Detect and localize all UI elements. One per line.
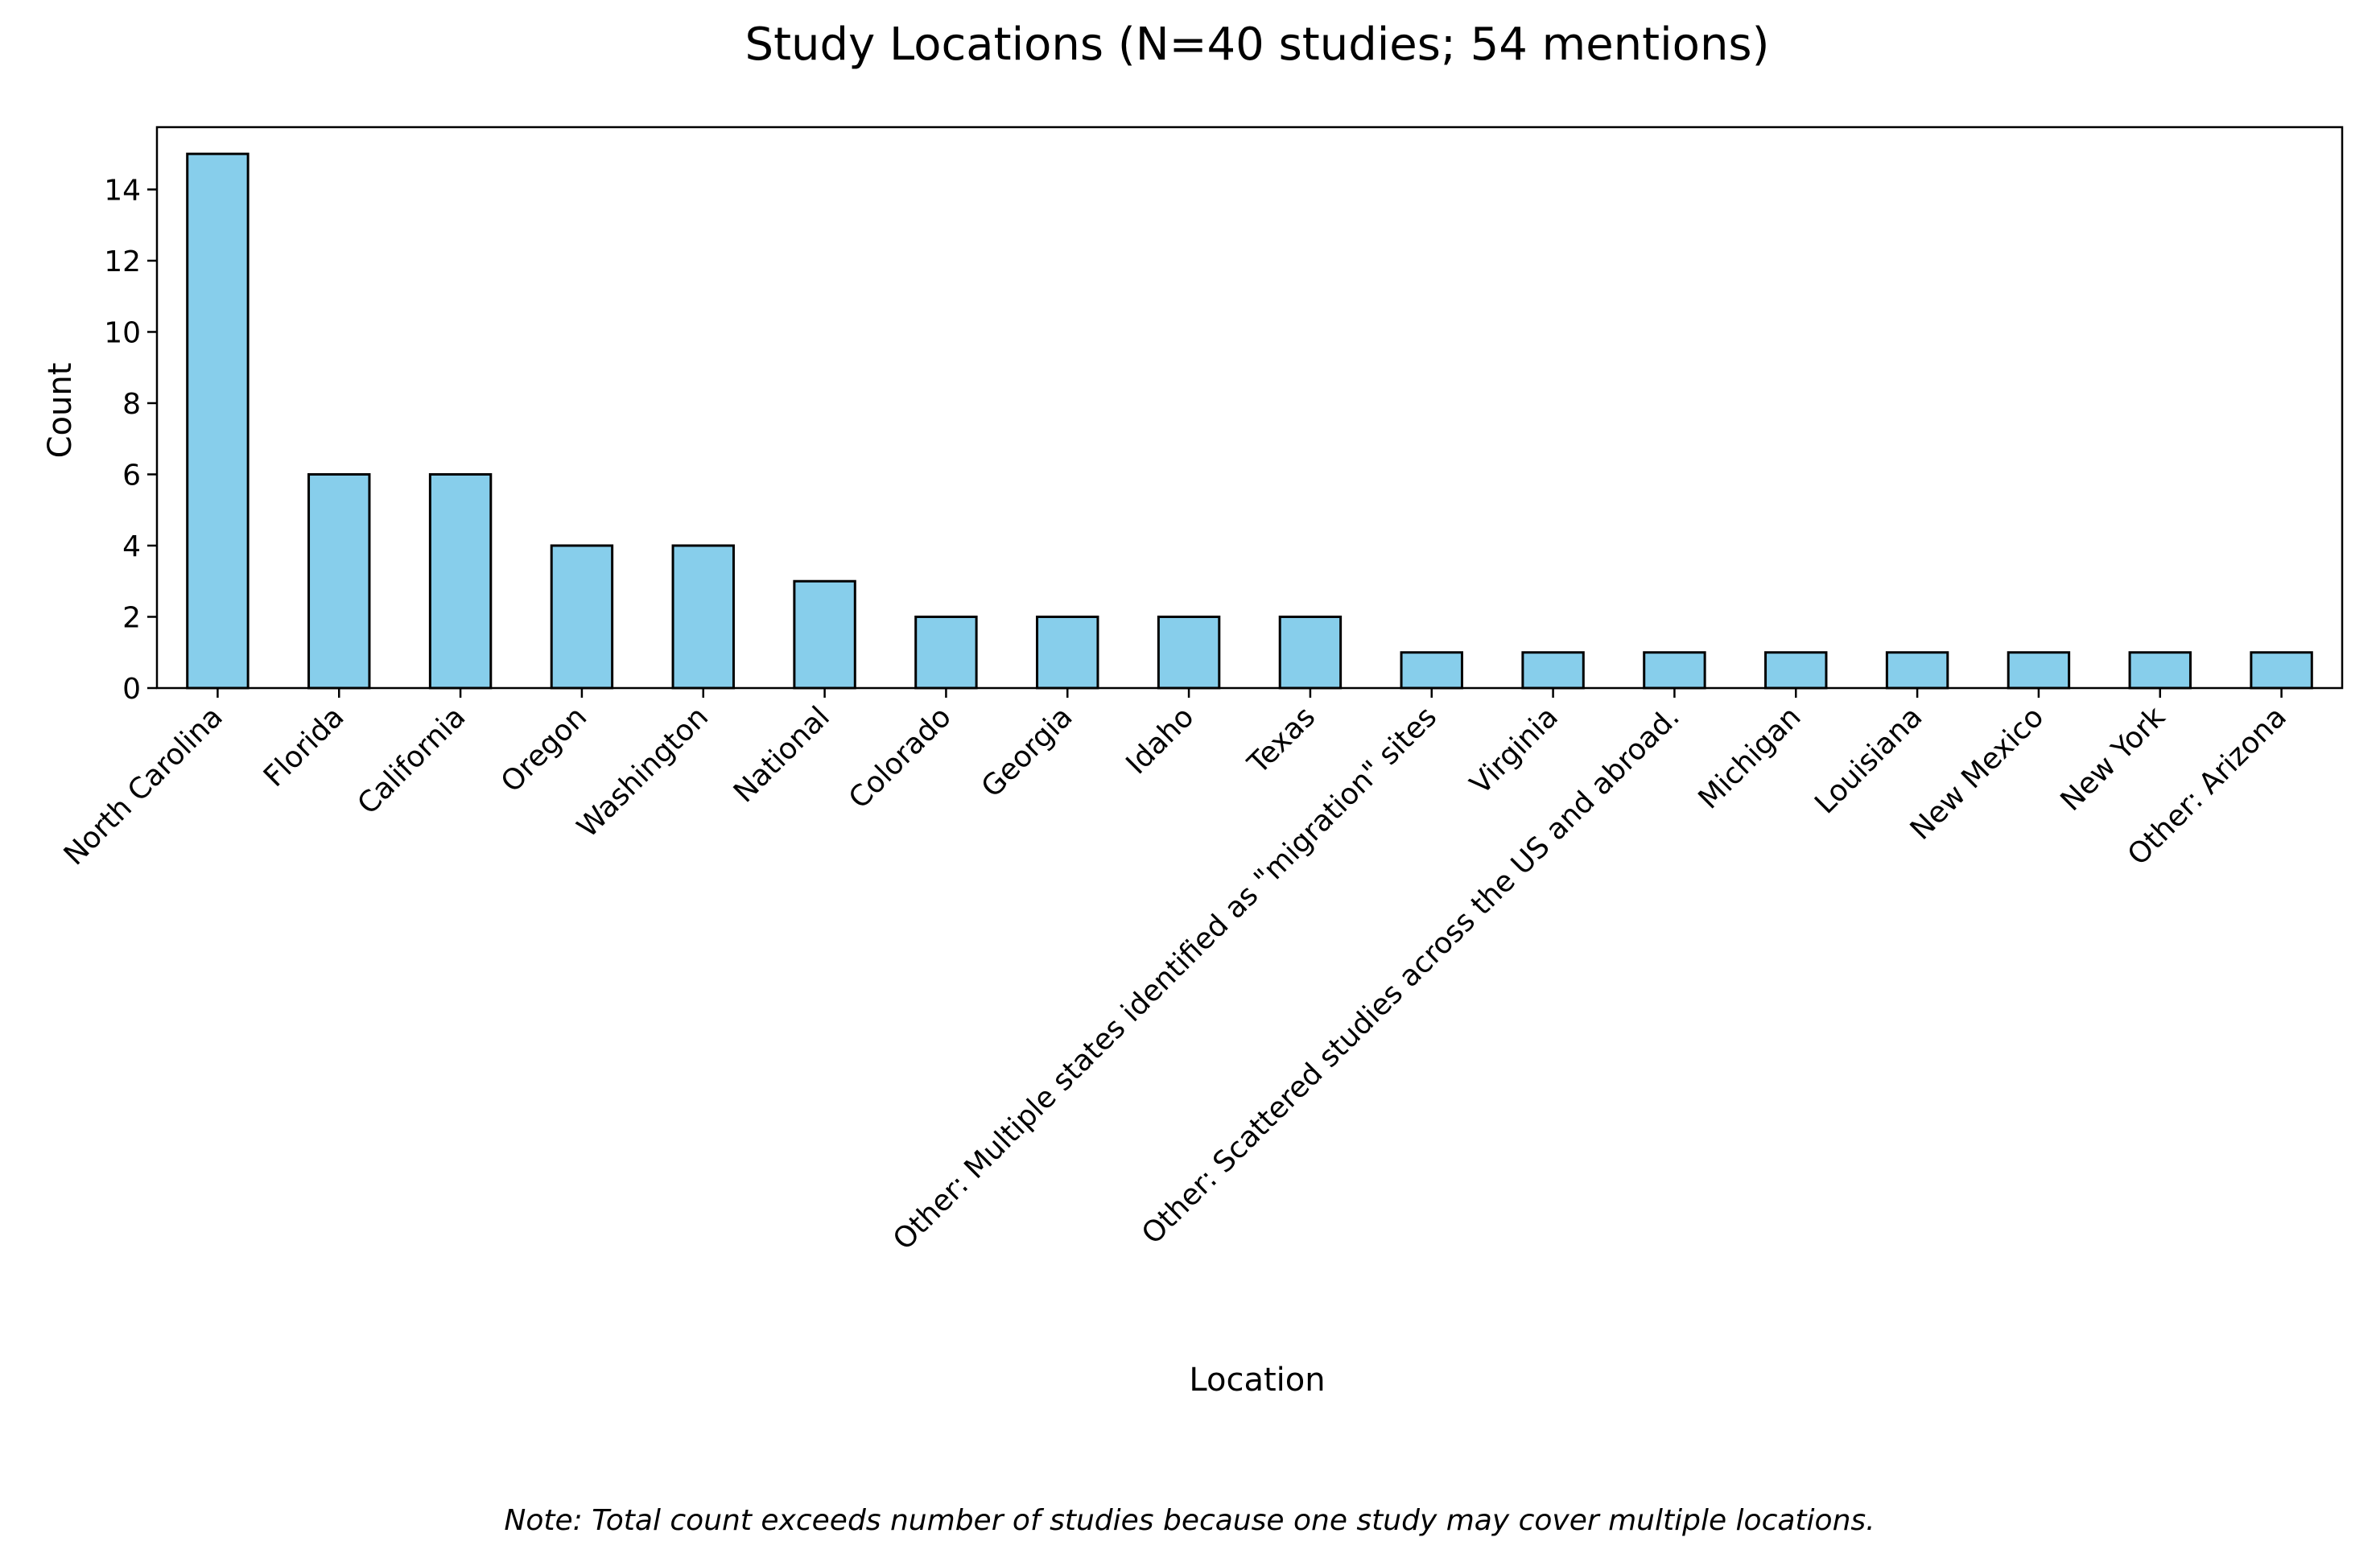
bar-17	[2250, 651, 2313, 690]
bar-14	[1885, 651, 1949, 690]
y-tick-label-1: 2	[122, 601, 141, 634]
bar-16	[2128, 651, 2192, 690]
x-tick-label-16: New York	[2055, 700, 2172, 818]
bar-2	[428, 472, 493, 690]
x-tick-label-2: California	[352, 700, 472, 821]
x-tick-label-14: Louisiana	[1809, 700, 1928, 820]
y-tick-label-2: 4	[122, 530, 141, 563]
bar-9	[1278, 615, 1343, 690]
x-tick-label-8: Idaho	[1120, 700, 1200, 781]
x-tick-label-1: Florida	[258, 700, 351, 793]
x-tick-label-6: Colorado	[843, 700, 958, 815]
bar-1	[307, 472, 371, 690]
bar-7	[1036, 615, 1099, 690]
y-axis-label: Count	[42, 363, 79, 459]
x-tick-label-12: Other: Scattered studies across the US a…	[1136, 700, 1686, 1251]
bar-10	[1400, 651, 1463, 690]
y-tick-label-3: 6	[122, 459, 141, 492]
bar-0	[186, 152, 250, 690]
y-tick-label-0: 0	[122, 673, 141, 706]
plot-frame	[155, 126, 2344, 690]
bar-15	[2007, 651, 2071, 690]
chart-note: Note: Total count exceeds number of stud…	[504, 1504, 1875, 1537]
x-axis-ticks: North Carolina Florida California OregonWas…	[58, 688, 2293, 1256]
bar-13	[1764, 651, 1828, 690]
bar-11	[1521, 651, 1585, 690]
y-tick-label-5: 10	[104, 316, 141, 349]
y-tick-label-7: 14	[104, 174, 141, 207]
x-tick-label-13: Michigan	[1692, 700, 1807, 815]
bar-8	[1157, 615, 1221, 690]
bar-5	[793, 579, 856, 690]
x-tick-label-4: Washington	[571, 700, 716, 844]
bar-3	[550, 544, 614, 690]
x-tick-label-11: Virginia	[1464, 700, 1565, 801]
x-tick-label-5: National	[728, 700, 836, 809]
x-tick-label-10: Other: Multiple states identified as "mi…	[887, 700, 1443, 1256]
bar-6	[914, 615, 978, 690]
x-tick-label-7: Georgia	[976, 700, 1079, 804]
x-axis-label: Location	[1189, 1362, 1325, 1399]
x-tick-label-0: North Carolina	[58, 700, 229, 872]
bar-4	[671, 544, 735, 690]
y-tick-label-6: 12	[104, 245, 141, 278]
bar-12	[1643, 651, 1706, 690]
y-tick-label-4: 8	[122, 388, 141, 421]
bars-group	[186, 152, 2313, 690]
x-tick-label-3: Oregon	[495, 700, 593, 798]
y-axis-ticks: 0 2 4 6 8 10 12 14	[104, 174, 157, 706]
chart-title: Study Locations (N=40 studies; 54 mentio…	[745, 19, 1770, 71]
x-tick-label-9: Texas	[1241, 700, 1322, 781]
